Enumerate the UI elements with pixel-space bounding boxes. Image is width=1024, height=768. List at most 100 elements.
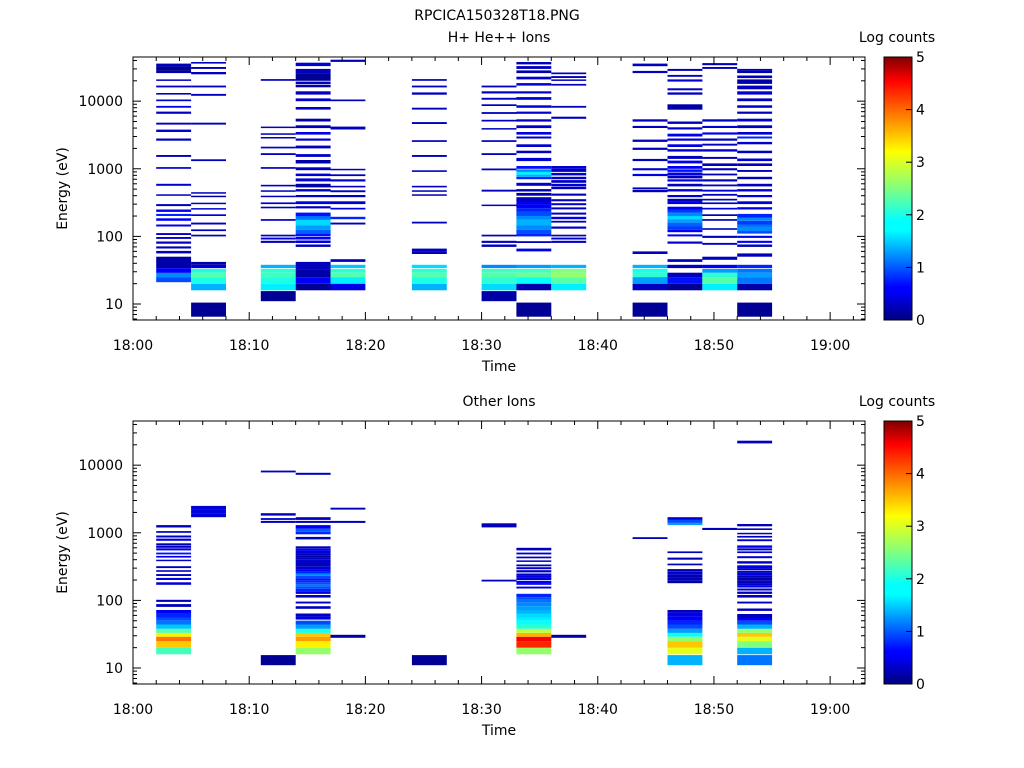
colorbar-tick-label: 3 <box>916 519 925 535</box>
heatmap-cell <box>481 523 517 528</box>
heatmap-cell <box>737 647 773 655</box>
heatmap-cell <box>737 624 773 629</box>
heatmap-cell <box>295 632 331 637</box>
heatmap-cell <box>260 79 296 81</box>
heatmap-cell <box>516 636 552 642</box>
heatmap-cell <box>737 641 773 648</box>
heatmap-cell <box>516 204 552 209</box>
y-tick-label: 10000 <box>78 458 123 474</box>
heatmap-cell <box>702 173 738 176</box>
heatmap-cell <box>411 155 447 157</box>
heatmap-cell <box>295 566 331 570</box>
heatmap-cell <box>411 264 447 269</box>
heatmap-cell <box>702 256 738 260</box>
heatmap-cell <box>516 70 552 74</box>
heatmap-cell <box>737 524 773 527</box>
heatmap-cell <box>156 213 192 216</box>
heatmap-cell <box>516 220 552 226</box>
heatmap-cell <box>156 543 192 546</box>
heatmap-cell <box>632 189 668 193</box>
heatmap-cell <box>632 70 668 74</box>
heatmap-cell <box>260 272 296 278</box>
y-tick-label: 10 <box>105 297 123 313</box>
heatmap-cell <box>156 122 192 125</box>
heatmap-cell <box>516 580 552 584</box>
heatmap-cell <box>156 79 192 81</box>
heatmap-cell <box>156 272 192 278</box>
heatmap-cell <box>667 272 703 278</box>
heatmap-cell <box>516 547 552 551</box>
heatmap-cell <box>632 187 668 190</box>
heatmap-cell <box>737 565 773 569</box>
heatmap-cell <box>260 190 296 192</box>
heatmap-cell <box>702 283 738 291</box>
heatmap-cell <box>551 83 587 86</box>
heatmap-cell <box>516 111 552 114</box>
heatmap-cell <box>667 616 703 621</box>
heatmap-cell <box>632 264 668 269</box>
heatmap-cell <box>295 580 331 583</box>
heatmap-cell <box>737 85 773 90</box>
heatmap-cell <box>481 579 517 582</box>
heatmap-cell <box>737 551 773 554</box>
colorbar-tick-label: 2 <box>916 208 925 224</box>
heatmap-cell <box>702 143 738 146</box>
y-axis-label: Energy (eV) <box>55 511 71 594</box>
heatmap-cell <box>516 628 552 633</box>
heatmap-cell <box>516 166 552 169</box>
heatmap-cell <box>156 577 192 580</box>
x-tick-label: 18:50 <box>694 702 734 718</box>
heatmap-cell <box>411 85 447 88</box>
heatmap-cell <box>516 573 552 576</box>
colorbar-tick-label: 3 <box>916 155 925 171</box>
y-tick-label: 1000 <box>87 162 123 178</box>
heatmap-cell <box>295 154 331 157</box>
heatmap-cell <box>191 67 226 69</box>
heatmap-cell <box>295 557 331 560</box>
heatmap-cell <box>191 62 226 64</box>
colorbar-tick-label: 2 <box>916 572 925 588</box>
heatmap-cell <box>295 559 331 562</box>
heatmap-cell <box>191 509 226 514</box>
heatmap-cell <box>667 138 703 141</box>
heatmap-cell <box>516 182 552 186</box>
heatmap-cell <box>295 588 331 592</box>
heatmap-cell <box>667 189 703 192</box>
y-tick-label: 10 <box>105 661 123 677</box>
heatmap-cell <box>667 144 703 147</box>
heatmap-cell <box>702 125 738 128</box>
heatmap-cell <box>667 127 703 130</box>
heatmap-cell <box>295 595 331 598</box>
heatmap-cell <box>260 153 296 155</box>
heatmap-cell <box>295 531 331 535</box>
heatmap-cell <box>260 184 296 187</box>
heatmap-cell <box>481 291 517 302</box>
heatmap-cell <box>295 555 331 558</box>
heatmap-cell <box>156 647 192 655</box>
heatmap-cell <box>295 283 331 291</box>
heatmap-cell <box>295 201 331 205</box>
heatmap-cell <box>295 525 331 529</box>
heatmap-cell <box>551 193 587 196</box>
heatmap-cell <box>156 538 192 541</box>
heatmap-cell <box>295 606 331 609</box>
heatmap-cell <box>481 244 517 247</box>
heatmap-cell <box>516 264 552 269</box>
heatmap-cell <box>156 617 192 621</box>
heatmap-cell <box>330 195 366 198</box>
heatmap-cell <box>551 264 587 269</box>
heatmap-cell <box>481 268 517 273</box>
heatmap-cell <box>667 557 703 560</box>
heatmap-cell <box>737 244 773 247</box>
heatmap-cell <box>481 189 517 192</box>
heatmap-cell <box>411 140 447 142</box>
heatmap-cell <box>260 513 296 516</box>
heatmap-cell <box>667 155 703 159</box>
heatmap-cell <box>295 118 331 122</box>
heatmap-cell <box>295 641 331 648</box>
heatmap-cell <box>191 277 226 284</box>
heatmap-cell <box>516 606 552 610</box>
heatmap-cell <box>260 268 296 273</box>
heatmap-cell <box>156 138 192 141</box>
x-tick-label: 18:20 <box>345 338 385 354</box>
